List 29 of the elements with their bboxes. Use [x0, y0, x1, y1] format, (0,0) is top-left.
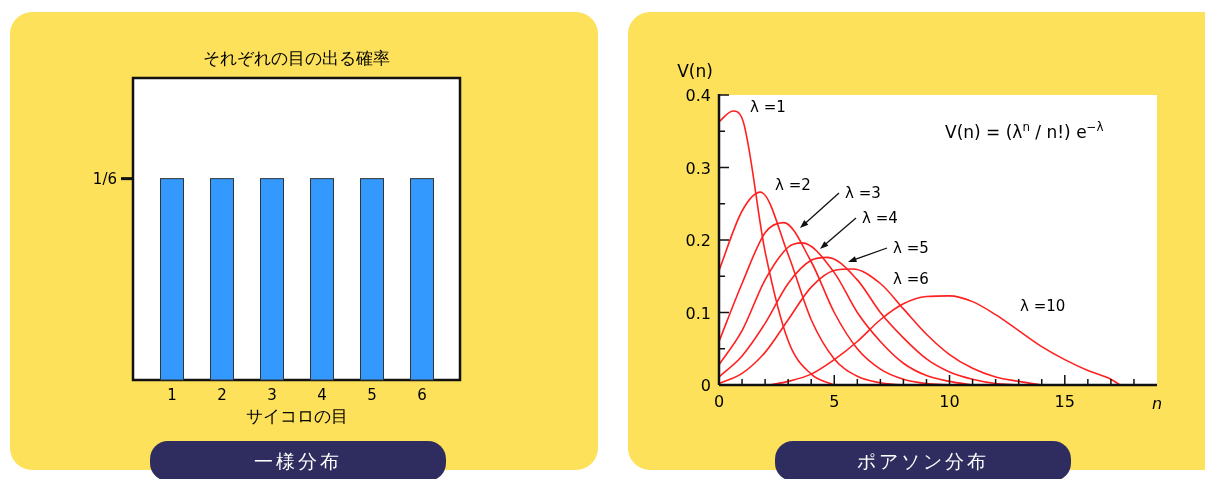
chart-title: それぞれの目の出る確率: [203, 48, 390, 68]
x-tick-label: 4: [317, 386, 327, 404]
y-axis-title: V(n): [677, 61, 713, 81]
x-tick-label: 3: [267, 386, 277, 404]
x-axis-title: n: [1151, 394, 1163, 413]
x-tick-label: 5: [829, 392, 840, 411]
y-tick-label: 1/6: [92, 169, 117, 188]
annotation: V(n) = (λ$^{n}$ / n!) e$^{−λ}$: [945, 120, 1104, 142]
x-tick-label: 6: [417, 386, 427, 404]
x-tick-label: 15: [1054, 392, 1075, 411]
text: λ =4: [862, 209, 898, 227]
series-label: λ =10: [1020, 297, 1066, 315]
series-label: λ =1: [750, 98, 786, 116]
series-label: λ =2: [775, 176, 811, 194]
y-tick-label: 0.2: [685, 231, 711, 250]
y-tick-label: 0.1: [685, 303, 711, 323]
y-tick-label: 0.4: [685, 86, 711, 105]
text: λ =5: [893, 239, 929, 257]
x-tick-label: 0: [713, 392, 725, 411]
text: ポアソン分布: [857, 450, 989, 472]
text: 一様分布: [254, 450, 342, 472]
x-axis-title: サイコロの目: [245, 406, 348, 426]
y-tick-label: 0.3: [685, 158, 711, 178]
text: λ =3: [845, 184, 881, 202]
series-label: λ =6: [893, 270, 929, 288]
x-tick-label: 10: [939, 392, 960, 411]
x-tick-label: 1: [167, 386, 177, 404]
x-tick-label: 2: [217, 386, 227, 404]
x-tick-label: 5: [367, 386, 377, 404]
